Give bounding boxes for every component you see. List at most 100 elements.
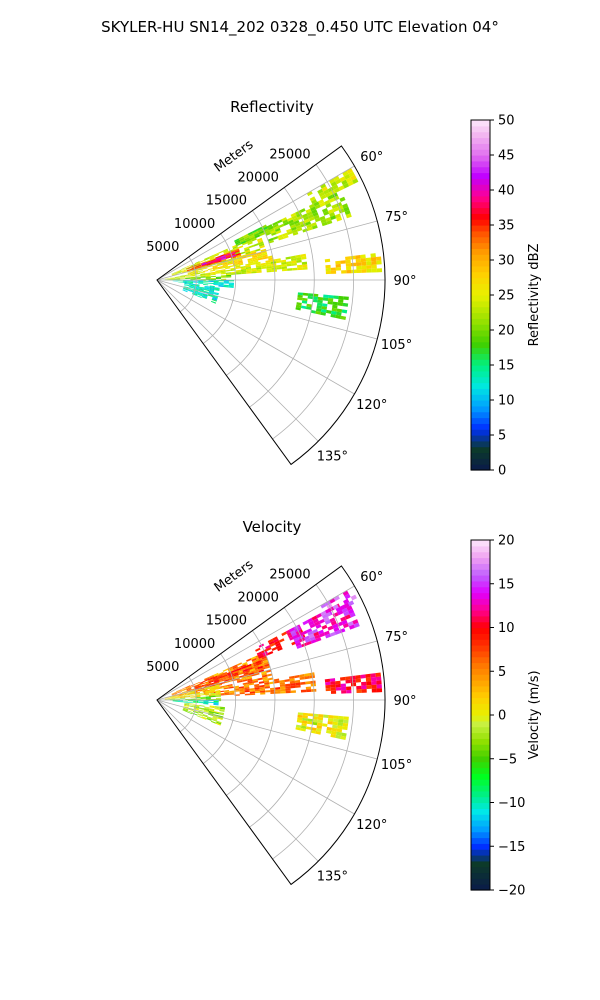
echo-cell xyxy=(245,265,251,268)
azimuth-tick-label: 135° xyxy=(317,449,348,464)
echo-cell xyxy=(315,728,322,732)
echo-cell xyxy=(365,677,372,682)
echo-cell xyxy=(214,686,220,689)
echo-cell xyxy=(300,223,307,228)
echo-cell xyxy=(182,289,188,292)
echo-cell xyxy=(180,276,186,278)
colorbar-tick-label: 10 xyxy=(498,621,515,636)
echo-cell xyxy=(297,712,304,716)
colorbar-segment xyxy=(471,779,490,786)
echo-cell xyxy=(246,674,252,678)
echo-cell xyxy=(266,265,272,269)
echo-cell xyxy=(192,291,198,294)
echo-cell xyxy=(232,665,238,670)
echo-cell xyxy=(332,184,339,190)
echo-cell xyxy=(212,297,218,300)
echo-cell xyxy=(204,683,210,686)
echo-cell xyxy=(179,275,185,277)
echo-cell xyxy=(295,642,302,647)
echo-cell xyxy=(262,254,268,258)
echo-cell xyxy=(189,285,195,287)
echo-cell xyxy=(176,270,182,273)
echo-cell xyxy=(288,627,295,633)
echo-cell xyxy=(171,273,177,276)
colorbar-tick-label: 20 xyxy=(498,324,515,339)
echo-cell xyxy=(257,239,264,244)
echo-cell xyxy=(366,268,372,273)
echo-cell xyxy=(179,276,186,278)
echo-cell xyxy=(335,734,342,739)
echo-cell xyxy=(204,689,211,692)
echo-cell xyxy=(335,680,341,685)
echo-cell xyxy=(208,710,215,713)
echo-cell xyxy=(216,721,222,725)
echo-cell xyxy=(215,692,221,694)
echo-cell xyxy=(199,688,205,691)
echo-cell xyxy=(223,282,229,284)
echo-cell xyxy=(250,656,257,660)
echo-cell xyxy=(316,302,323,307)
echo-cell xyxy=(246,253,252,256)
echo-cell xyxy=(266,224,273,229)
echo-cell xyxy=(303,215,309,221)
echo-cell xyxy=(207,294,213,298)
echo-cell xyxy=(213,672,219,676)
echo-cell xyxy=(254,683,260,687)
echo-cell xyxy=(280,686,286,690)
echo-cell xyxy=(234,250,240,254)
echo-cell xyxy=(184,283,190,285)
echo-cell xyxy=(222,685,228,688)
echo-cell xyxy=(307,630,314,636)
echo-cell xyxy=(188,700,194,702)
echo-cell xyxy=(370,673,376,678)
echo-cell xyxy=(224,691,230,693)
echo-cell xyxy=(204,285,210,288)
azimuth-tick-label: 120° xyxy=(356,818,387,833)
azimuth-tick-label: 105° xyxy=(381,338,412,353)
echo-cell xyxy=(262,256,269,260)
echo-cell xyxy=(318,618,325,624)
range-ring xyxy=(249,607,315,828)
echo-cell xyxy=(175,697,181,699)
echo-cell xyxy=(171,272,177,275)
echo-cell xyxy=(219,707,225,710)
echo-cell xyxy=(266,269,272,273)
echo-cell xyxy=(307,213,314,219)
range-tick-label: 15000 xyxy=(206,194,247,209)
echo-cell xyxy=(346,269,352,274)
echo-cell xyxy=(261,672,267,676)
colorbar-segment xyxy=(471,411,490,419)
echo-cell xyxy=(376,268,383,273)
echo-cell xyxy=(205,260,211,264)
sector-outline xyxy=(156,565,386,886)
echo-cell xyxy=(279,679,285,683)
echo-cell xyxy=(189,283,195,286)
echo-cell xyxy=(197,291,204,295)
echo-cell xyxy=(190,276,196,278)
echo-cell xyxy=(341,309,348,314)
echo-cell xyxy=(244,236,251,241)
echo-cell xyxy=(306,628,313,634)
echo-cell xyxy=(256,252,262,256)
echo-cell xyxy=(343,716,349,721)
colorbar-segment xyxy=(471,563,490,570)
echo-cell xyxy=(169,278,176,280)
echo-cell xyxy=(348,624,355,630)
echo-cell xyxy=(299,674,305,678)
echo-cell xyxy=(177,695,183,697)
echo-cell xyxy=(193,290,199,293)
echo-cell xyxy=(214,687,221,690)
echo-cell xyxy=(181,688,187,692)
echo-cell xyxy=(325,270,332,275)
echo-cell xyxy=(256,651,263,656)
echo-cell xyxy=(244,248,250,252)
echo-cell xyxy=(345,679,351,684)
colorbar-segment xyxy=(471,575,490,582)
echo-cell xyxy=(252,659,258,664)
colorbar-segment xyxy=(471,265,490,273)
echo-cell xyxy=(276,264,282,268)
echo-cell xyxy=(232,664,238,668)
echo-cell xyxy=(345,256,351,261)
colorbar-segment xyxy=(471,627,490,634)
echo-cell xyxy=(342,182,350,189)
